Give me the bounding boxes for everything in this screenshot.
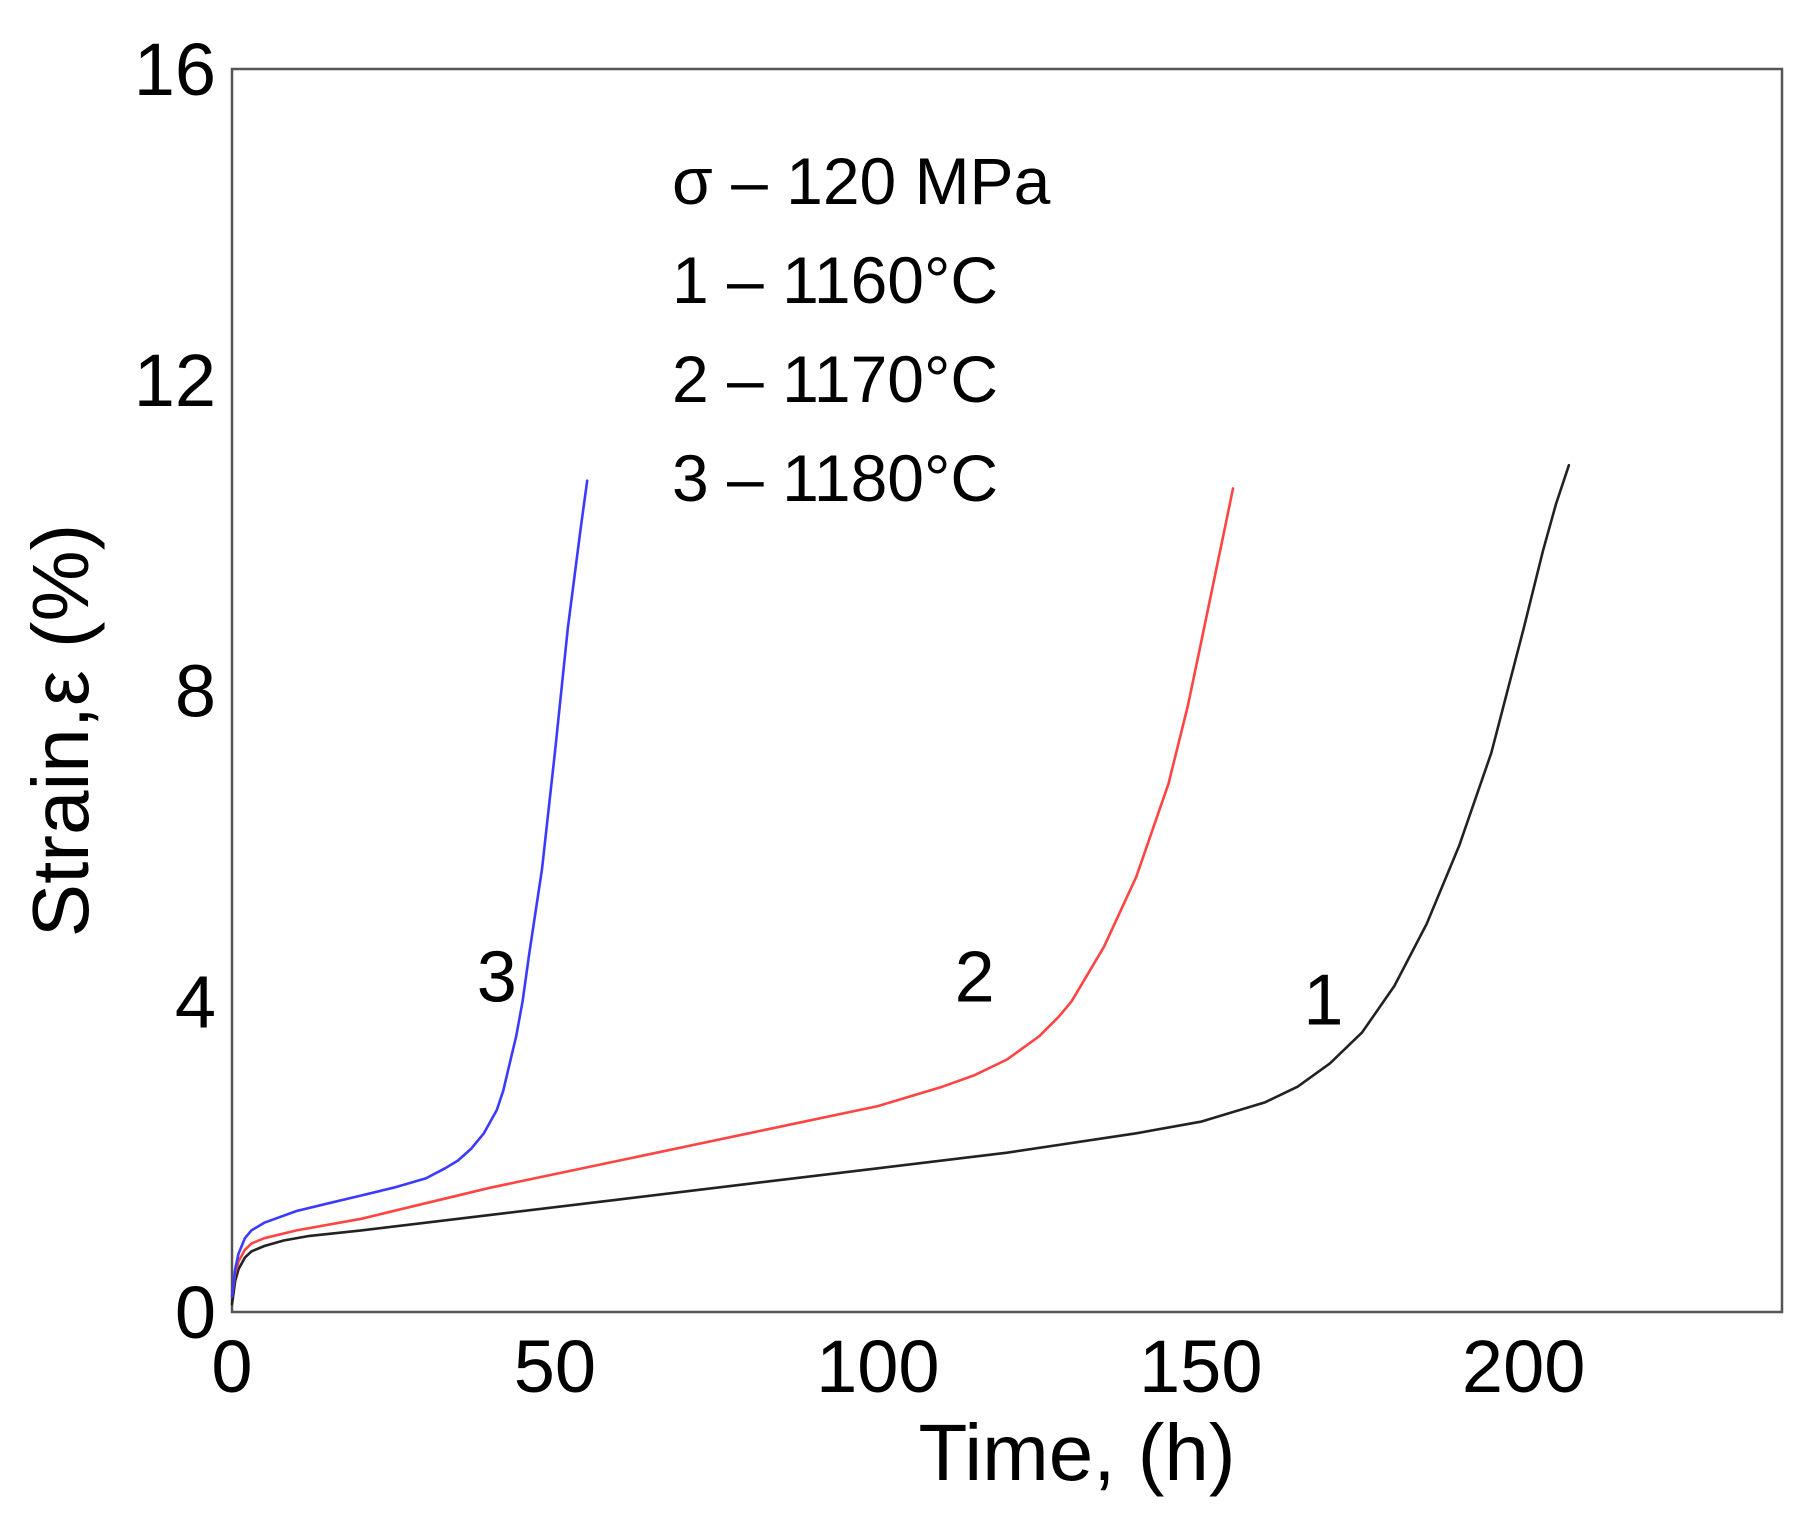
x-axis-ticks: 0 50 100 150 200	[211, 1325, 1585, 1408]
y-axis-title: Strain,ε (%)	[16, 524, 105, 938]
x-tick-label: 150	[1139, 1325, 1262, 1408]
y-tick-label: 8	[175, 650, 216, 733]
series-line-3	[230, 479, 589, 1298]
series-layer	[230, 463, 1571, 1306]
series-label-2: 2	[955, 937, 995, 1017]
series-label-1: 1	[1303, 961, 1343, 1041]
legend-entry: 1 – 1160°C	[672, 243, 998, 317]
legend-entry: σ – 120 MPa	[672, 144, 1051, 218]
y-tick-label: 0	[175, 1271, 216, 1354]
y-tick-label: 4	[175, 960, 216, 1043]
series-labels: 1 2 3	[477, 937, 1344, 1040]
x-tick-label: 100	[816, 1325, 939, 1408]
legend: σ – 120 MPa 1 – 1160°C 2 – 1170°C 3 – 1180°…	[672, 144, 1051, 515]
x-tick-label: 50	[514, 1325, 596, 1408]
x-tick-label: 0	[211, 1325, 252, 1408]
y-axis-ticks: 0 4 8 12 16	[134, 28, 216, 1354]
y-tick-label: 12	[134, 339, 216, 422]
x-axis-title: Time, (h)	[918, 1408, 1235, 1497]
plot-area-frame	[230, 67, 1784, 1314]
legend-entry: 2 – 1170°C	[672, 342, 998, 416]
y-tick-label: 16	[134, 28, 216, 111]
series-line-1	[230, 463, 1571, 1306]
legend-entry: 3 – 1180°C	[672, 441, 998, 515]
x-tick-label: 200	[1462, 1325, 1585, 1408]
series-line-2	[230, 487, 1235, 1298]
series-label-3: 3	[477, 937, 517, 1017]
